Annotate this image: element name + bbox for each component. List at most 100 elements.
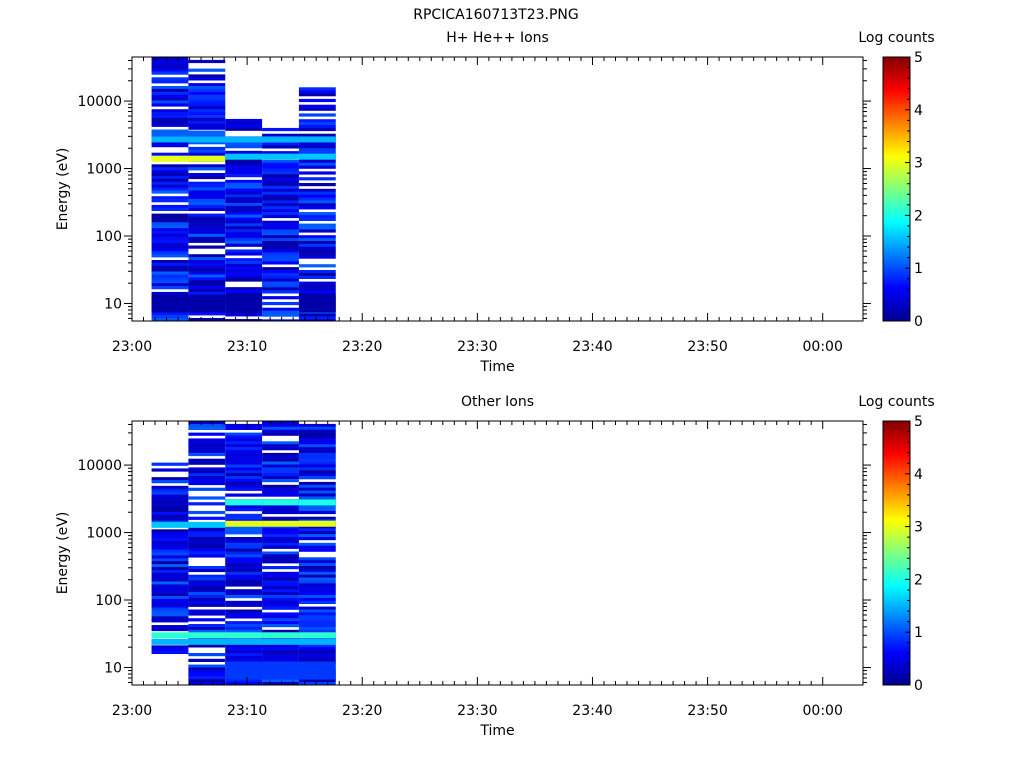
heatmap-cell bbox=[152, 231, 189, 234]
y-axis-label: Energy (eV) bbox=[55, 148, 71, 231]
colorbar-tick-label: 4 bbox=[914, 467, 923, 483]
heatmap-band bbox=[262, 136, 299, 142]
heatmap-cell bbox=[188, 604, 225, 607]
heatmap-cell bbox=[188, 543, 225, 546]
heatmap-cell bbox=[262, 192, 299, 195]
heatmap-cell bbox=[188, 496, 225, 499]
heatmap-cell bbox=[225, 273, 262, 276]
heatmap-cell bbox=[188, 581, 225, 584]
colorbar-tick-label: 5 bbox=[914, 50, 923, 66]
heatmap-cell bbox=[152, 222, 189, 225]
heatmap-cell bbox=[152, 596, 189, 599]
heatmap-cell bbox=[152, 561, 189, 564]
heatmap-cell bbox=[299, 287, 336, 290]
heatmap-cell bbox=[225, 473, 262, 476]
heatmap-cell bbox=[262, 598, 299, 601]
heatmap-cell bbox=[152, 196, 189, 199]
heatmap-band bbox=[188, 639, 225, 645]
heatmap-cell bbox=[188, 546, 225, 549]
heatmap-cell bbox=[299, 557, 336, 560]
heatmap-cell bbox=[188, 459, 225, 462]
heatmap-cell bbox=[152, 590, 189, 593]
heatmap-cell bbox=[262, 470, 299, 473]
heatmap-cell bbox=[262, 572, 299, 575]
heatmap-cell bbox=[299, 90, 336, 93]
heatmap-cell bbox=[299, 572, 336, 575]
heatmap-cell bbox=[262, 540, 299, 543]
heatmap-cell bbox=[299, 650, 336, 653]
heatmap-band bbox=[262, 639, 299, 645]
heatmap-cell bbox=[188, 612, 225, 615]
heatmap-cell bbox=[299, 253, 336, 256]
heatmap-band bbox=[299, 632, 336, 638]
heatmap-cell bbox=[225, 290, 262, 293]
heatmap-cell bbox=[299, 276, 336, 279]
heatmap-cell bbox=[225, 514, 262, 517]
x-tick-label: 00:00 bbox=[803, 703, 843, 719]
heatmap-cell bbox=[152, 547, 189, 550]
heatmap-cell bbox=[225, 546, 262, 549]
heatmap-band bbox=[299, 294, 336, 312]
heatmap-cell bbox=[188, 127, 225, 130]
heatmap-band bbox=[188, 522, 225, 528]
heatmap-cell bbox=[225, 180, 262, 183]
heatmap-cell bbox=[225, 485, 262, 488]
heatmap-cell bbox=[188, 83, 225, 86]
heatmap-cell bbox=[225, 444, 262, 447]
heatmap-cell bbox=[262, 180, 299, 183]
heatmap-cell bbox=[188, 101, 225, 104]
heatmap-cell bbox=[299, 241, 336, 244]
heatmap-band bbox=[152, 294, 189, 312]
heatmap-cell bbox=[188, 552, 225, 555]
heatmap-cell bbox=[152, 101, 189, 104]
heatmap-cell bbox=[188, 441, 225, 444]
heatmap-cell bbox=[225, 171, 262, 174]
heatmap-cell bbox=[262, 171, 299, 174]
heatmap-cell bbox=[188, 266, 225, 269]
heatmap-cell bbox=[225, 433, 262, 436]
heatmap-cell bbox=[188, 234, 225, 237]
heatmap-cell bbox=[262, 583, 299, 586]
heatmap-cell bbox=[152, 69, 189, 72]
heatmap-cell bbox=[262, 258, 299, 261]
heatmap-cell bbox=[225, 494, 262, 497]
heatmap-cell bbox=[299, 436, 336, 439]
heatmap-cell bbox=[262, 476, 299, 479]
heatmap-cell bbox=[152, 182, 189, 185]
heatmap-cell bbox=[188, 470, 225, 473]
heatmap-cell bbox=[225, 650, 262, 653]
heatmap-cell bbox=[152, 254, 189, 257]
heatmap-cell bbox=[225, 505, 262, 508]
heatmap-cell bbox=[152, 60, 189, 63]
heatmap-cell bbox=[188, 95, 225, 98]
heatmap-cell bbox=[225, 453, 262, 456]
heatmap-cell bbox=[262, 296, 299, 299]
heatmap-cell bbox=[152, 555, 189, 558]
heatmap-cell bbox=[188, 77, 225, 80]
colorbar-tick-label: 1 bbox=[914, 625, 923, 641]
heatmap-cell bbox=[262, 578, 299, 581]
heatmap-cell bbox=[152, 164, 189, 167]
heatmap-cell bbox=[262, 169, 299, 172]
heatmap-cell bbox=[262, 163, 299, 166]
heatmap-cell bbox=[262, 212, 299, 215]
heatmap-cell bbox=[299, 113, 336, 116]
heatmap-cell bbox=[262, 174, 299, 177]
heatmap-band bbox=[152, 639, 189, 645]
heatmap-cell bbox=[225, 119, 262, 122]
heatmap-cell bbox=[225, 203, 262, 206]
heatmap-cell bbox=[225, 200, 262, 203]
heatmap-cell bbox=[225, 482, 262, 485]
heatmap-cell bbox=[262, 453, 299, 456]
heatmap-cell bbox=[299, 488, 336, 491]
heatmap-cell bbox=[152, 605, 189, 608]
heatmap-cell bbox=[188, 147, 225, 150]
heatmap-cell bbox=[262, 267, 299, 270]
colorbar-label: Log counts bbox=[858, 30, 934, 46]
heatmap-band bbox=[188, 632, 225, 638]
heatmap-cell bbox=[262, 279, 299, 282]
heatmap-cell bbox=[225, 543, 262, 546]
heatmap-cell bbox=[225, 479, 262, 482]
heatmap-cell bbox=[152, 602, 189, 605]
